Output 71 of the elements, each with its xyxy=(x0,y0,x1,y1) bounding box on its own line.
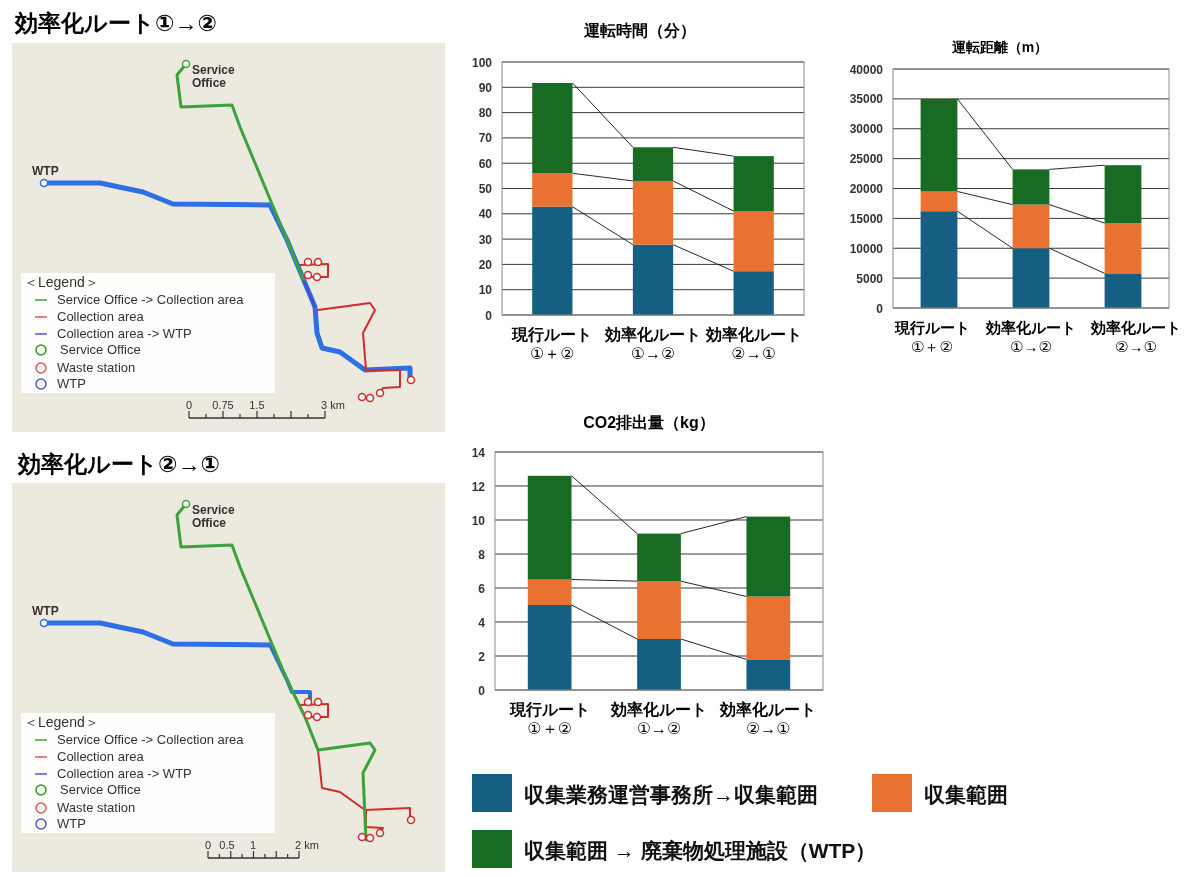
text: 0 xyxy=(185,399,193,411)
y-tick-label: 100 xyxy=(471,55,493,70)
y-tick-label: 0 xyxy=(485,308,493,323)
chart-title: 運転距離（m） xyxy=(950,39,1049,55)
text: Collection area -> WTP xyxy=(57,766,192,781)
x-tick-label: 現行ルート ①＋② xyxy=(893,319,970,355)
y-tick-label: 50 xyxy=(478,182,493,196)
y-tick-label: 2 xyxy=(478,649,486,664)
legend-label: 収集範囲 → 廃棄物処理施設（WTP） xyxy=(524,839,877,862)
x-tick-label: 効率化ルート ②→① xyxy=(719,700,817,737)
y-tick-label: 0 xyxy=(876,301,884,316)
text: Service Office xyxy=(60,782,141,797)
y-tick-label: 30000 xyxy=(849,122,884,137)
y-tick-label: 14 xyxy=(471,445,486,460)
y-tick-label: 30 xyxy=(478,232,493,247)
x-tick-label: 効率化ルート ②→① xyxy=(1090,319,1181,355)
text: 0.5 xyxy=(219,839,235,851)
y-tick-label: 10000 xyxy=(849,241,884,256)
y-tick-label: 0 xyxy=(478,683,486,698)
y-tick-label: 20000 xyxy=(849,182,884,196)
text: WTP xyxy=(32,164,59,178)
chart-title: CO2排出量（kg） xyxy=(583,414,715,432)
y-tick-label: 5000 xyxy=(856,271,884,286)
text: 2 km xyxy=(295,839,319,851)
text: ＜Legend＞ xyxy=(24,274,99,290)
text: 効率化ルート②→① xyxy=(17,451,220,477)
y-tick-label: 40 xyxy=(478,207,493,222)
y-tick-label: 10 xyxy=(478,283,493,298)
y-tick-label: 12 xyxy=(471,479,486,494)
y-tick-label: 25000 xyxy=(849,152,884,167)
chart-title: 運転時間（分） xyxy=(583,22,696,40)
text: Collection area -> WTP xyxy=(57,326,192,341)
x-tick-label: 効率化ルート ①→② xyxy=(610,700,707,737)
y-tick-label: 10 xyxy=(471,513,486,528)
x-tick-label: 効率化ルート ①→② xyxy=(985,319,1076,355)
text: Service Office -> Collection area xyxy=(57,732,245,747)
y-tick-label: 35000 xyxy=(849,92,884,107)
text: 効率化ルート①→② xyxy=(14,10,217,36)
y-tick-label: 8 xyxy=(478,547,486,562)
text: Service Office xyxy=(60,342,141,357)
text: Service Office xyxy=(192,63,236,90)
y-tick-label: 80 xyxy=(478,106,493,121)
text: WTP xyxy=(32,604,59,618)
x-tick-label: 効率化ルート ①→② xyxy=(604,325,701,362)
y-tick-label: 60 xyxy=(478,156,493,171)
text: Service Office xyxy=(192,503,236,530)
text: WTP xyxy=(57,816,86,831)
legend-label: 収集範囲 xyxy=(924,783,1008,806)
legend-label: 収集業務運営事務所→収集範囲 xyxy=(524,783,818,806)
text: Collection area xyxy=(57,749,145,764)
y-tick-label: 15000 xyxy=(849,211,884,226)
y-tick-label: 6 xyxy=(478,581,486,596)
y-tick-label: 70 xyxy=(478,131,493,146)
text: 0.75 xyxy=(212,399,234,411)
y-tick-label: 4 xyxy=(478,615,486,630)
y-tick-label: 20 xyxy=(478,257,493,272)
y-tick-label: 40000 xyxy=(849,62,884,77)
text: 1 xyxy=(249,839,257,851)
text: 3 km xyxy=(321,399,345,411)
text: Collection area xyxy=(57,309,145,324)
text: WTP xyxy=(57,376,86,391)
text: Waste station xyxy=(57,360,136,375)
text: Service Office -> Collection area xyxy=(57,292,245,307)
x-tick-label: 効率化ルート ②→① xyxy=(704,325,802,362)
text: Waste station xyxy=(57,800,136,815)
text: 0 xyxy=(204,839,212,851)
text: 1.5 xyxy=(249,399,265,411)
x-tick-label: 現行ルート ①＋② xyxy=(511,326,593,362)
y-tick-label: 90 xyxy=(478,80,493,95)
x-tick-label: 現行ルート ①＋② xyxy=(508,701,590,737)
text: ＜Legend＞ xyxy=(24,714,99,730)
